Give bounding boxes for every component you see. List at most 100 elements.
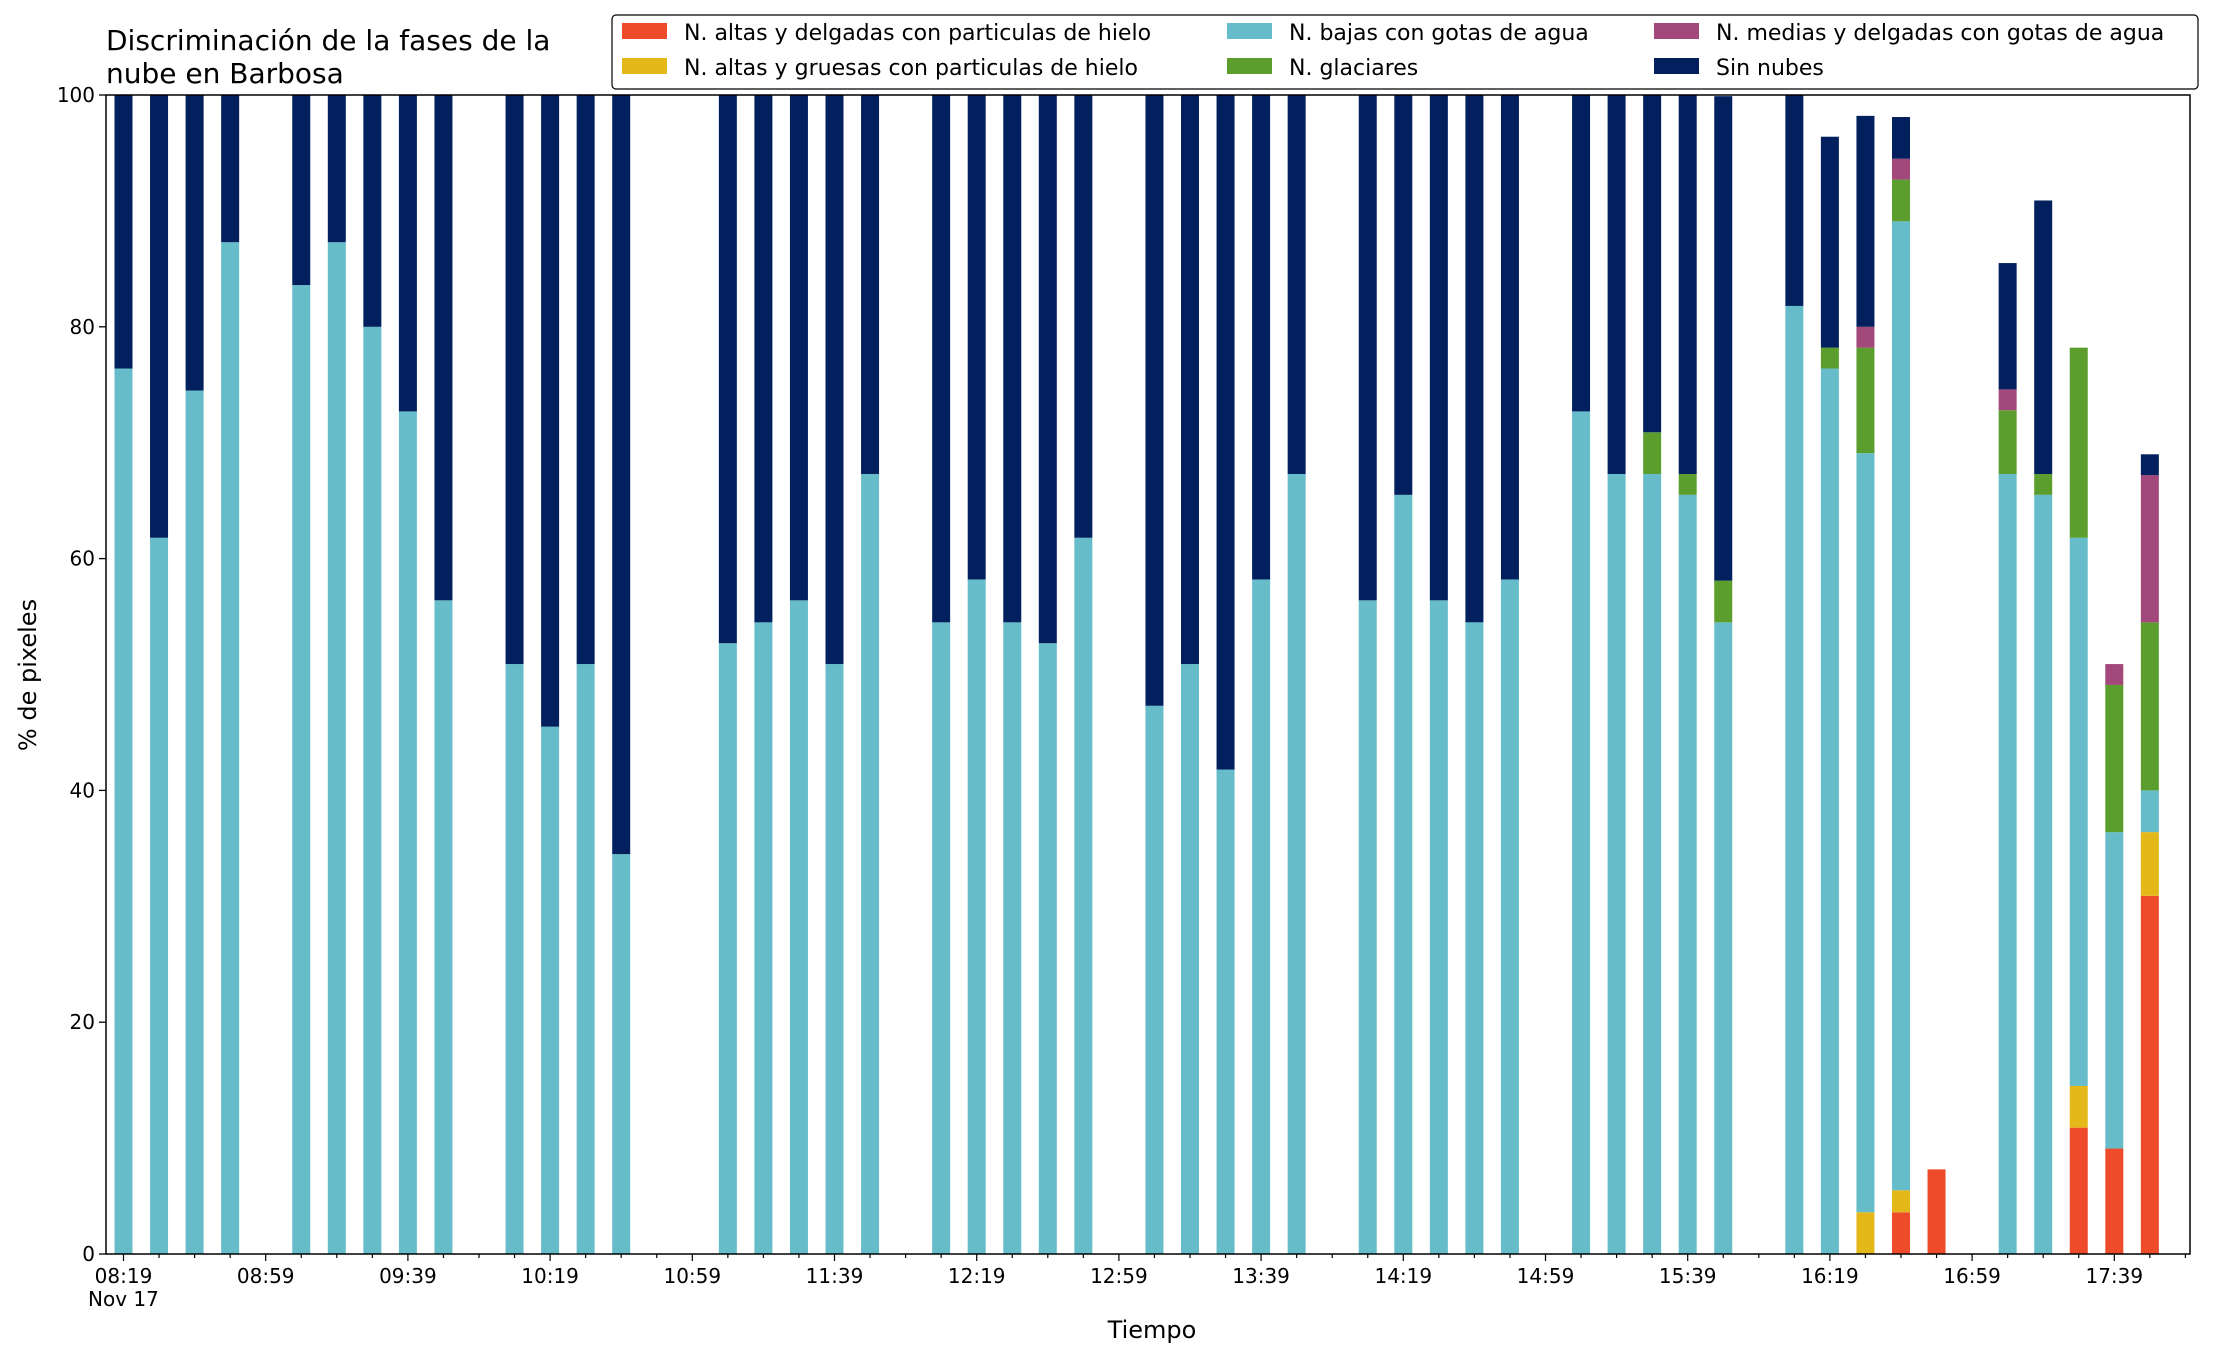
x-tick-label: 12:59	[1090, 1264, 1148, 1288]
bar-segment	[398, 95, 417, 412]
bar-segment	[2105, 832, 2124, 1149]
bar-segment	[221, 242, 240, 1254]
bar-segment	[1074, 95, 1093, 538]
bar-segment	[1892, 158, 1910, 180]
bar-segment	[434, 95, 453, 601]
bar-segment	[1892, 1212, 1910, 1254]
y-tick-label: 20	[70, 1010, 95, 1034]
bar-segment	[1429, 95, 1448, 601]
bar-segment	[1714, 96, 1733, 581]
x-axis-label: Tiempo	[1107, 1316, 1197, 1344]
bar-segment	[1500, 579, 1519, 1254]
x-tick-label: 09:39	[379, 1264, 437, 1288]
bar-segment	[1500, 95, 1519, 580]
y-tick-label: 0	[82, 1242, 95, 1266]
bar-segment	[1856, 347, 1875, 454]
bar-segment	[2140, 832, 2159, 896]
bar-segment	[1003, 95, 1022, 623]
bar-segment	[1785, 95, 1804, 306]
bar-segment	[2140, 622, 2159, 791]
legend-label: N. bajas con gotas de agua	[1289, 21, 1589, 46]
bar-segment	[1038, 95, 1057, 644]
bar-segment	[1003, 622, 1022, 1254]
bar-segment	[1678, 494, 1697, 1254]
bar-segment	[967, 579, 986, 1254]
bar-segment	[292, 95, 311, 286]
x-tick-label: 14:59	[1517, 1264, 1575, 1288]
bar-segment	[1820, 347, 1839, 369]
bar-segment	[1643, 95, 1662, 433]
legend-label: Sin nubes	[1716, 56, 1824, 81]
bar-segment	[932, 622, 951, 1254]
bar-segment	[2140, 475, 2159, 623]
x-tick-label: 14:19	[1374, 1264, 1432, 1288]
legend-label: N. medias y delgadas con gotas de agua	[1716, 21, 2164, 46]
bar-segment	[1607, 473, 1626, 1254]
bar-segment	[718, 643, 737, 1254]
bar-segment	[2140, 790, 2159, 833]
y-axis: 0 20 40 60 80 100	[57, 83, 106, 1266]
y-tick-label: 100	[57, 83, 95, 107]
legend-frame	[611, 14, 2199, 90]
bar-segment	[221, 95, 240, 243]
bar-segment	[2140, 454, 2159, 476]
bar-segment	[1643, 432, 1662, 474]
bar-segment	[1998, 263, 2017, 390]
bar-segment	[718, 95, 737, 644]
legend-label: N. glaciares	[1289, 56, 1418, 81]
bar-segment	[1856, 115, 1875, 327]
bar-segment	[1678, 473, 1697, 495]
bar-segment	[789, 95, 808, 601]
bar-segment	[1358, 95, 1377, 601]
bar-segment	[612, 854, 631, 1254]
x-tick-label: 11:39	[806, 1264, 864, 1288]
bar-segment	[1181, 95, 1199, 665]
bar-segment	[1465, 95, 1484, 623]
bar-segment	[1820, 136, 1839, 348]
bar-segment	[1145, 95, 1164, 706]
bar-segment	[1145, 705, 1164, 1254]
bar-segment	[1785, 305, 1804, 1254]
bar-segment	[825, 664, 844, 1254]
bar-segment	[541, 726, 560, 1254]
x-tick-sublabel: Nov 17	[88, 1287, 159, 1311]
legend-swatch	[1227, 23, 1272, 39]
legend-label: N. altas y gruesas con particulas de hie…	[684, 56, 1138, 81]
bar-segment	[114, 368, 133, 1254]
bar-segment	[1394, 494, 1413, 1254]
bar-segment	[1038, 643, 1057, 1254]
bar-segment	[1856, 1212, 1875, 1254]
bar-segment	[1998, 473, 2017, 1254]
bar-segment	[1429, 600, 1448, 1254]
bar-segment	[1643, 473, 1662, 1254]
bar-segment	[363, 326, 382, 1254]
bar-segment	[1074, 537, 1093, 1254]
bar-segment	[1465, 622, 1484, 1254]
legend-swatch	[622, 23, 667, 39]
x-tick-label: 17:39	[2085, 1264, 2143, 1288]
bar-segment	[967, 95, 986, 580]
bar-segment	[1856, 326, 1875, 348]
bar-segment	[1572, 95, 1591, 412]
bar-segment	[1856, 453, 1875, 1213]
y-tick-label: 60	[70, 547, 95, 571]
bar-segment	[2034, 494, 2053, 1254]
bar-segment	[861, 95, 880, 474]
bar-segment	[1394, 95, 1413, 495]
bar-segment	[1927, 1169, 1946, 1254]
bar-segment	[576, 664, 595, 1254]
bar-segment	[2069, 347, 2088, 538]
bar-segment	[2034, 200, 2053, 474]
bar-segment	[398, 411, 417, 1254]
bar-segment	[1216, 95, 1235, 770]
chart-title-line-2: nube en Barbosa	[106, 57, 344, 90]
bar-segment	[327, 242, 346, 1254]
bar-segment	[1572, 411, 1591, 1254]
bar-segment	[576, 95, 595, 665]
bar-segment	[292, 285, 311, 1255]
bar-segment	[2069, 1127, 2088, 1254]
bar-segment	[1287, 95, 1306, 474]
bar-segment	[825, 95, 844, 665]
bar-segment	[2105, 1148, 2124, 1254]
